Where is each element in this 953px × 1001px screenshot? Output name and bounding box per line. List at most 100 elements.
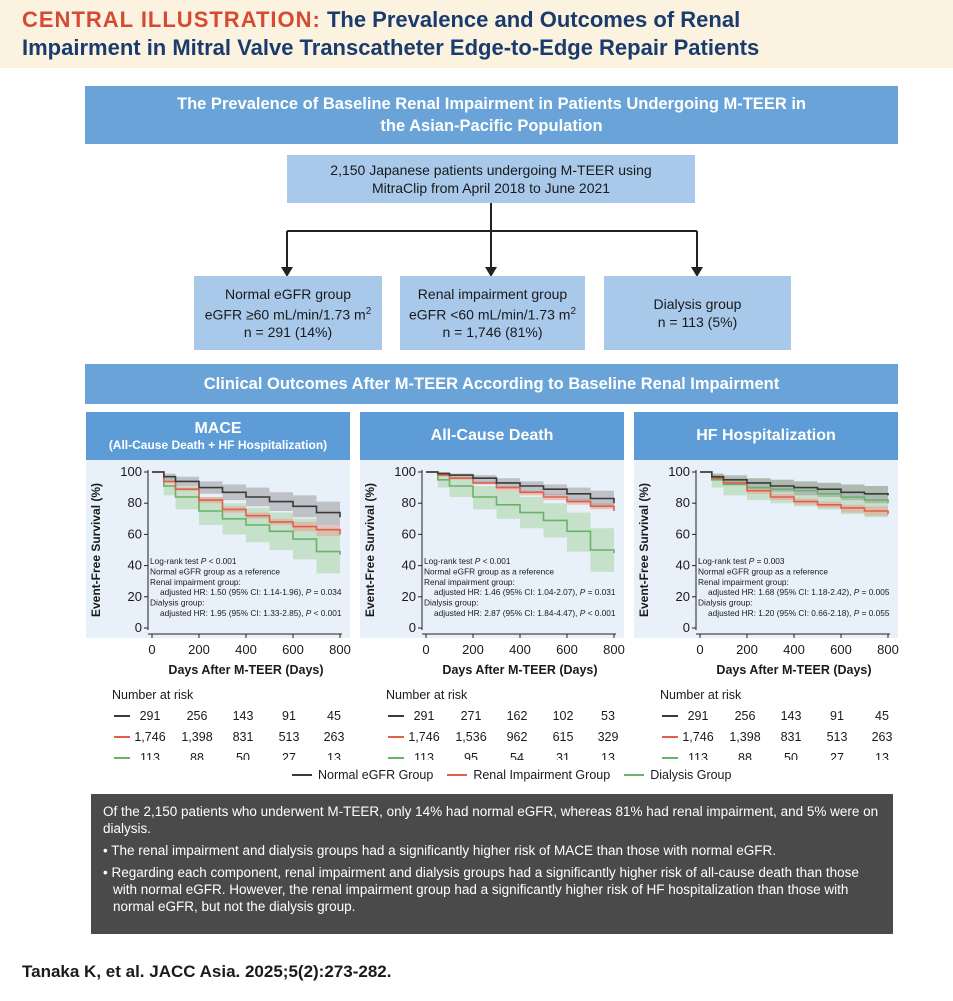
legend-item-normal: Normal eGFR Group [292,768,433,782]
cohort-box: 2,150 Japanese patients undergoing M-TEE… [287,155,695,203]
annotation-italic: P [580,608,586,618]
legend-item-renal: Renal Impairment Group [447,768,610,782]
legend-label: Dialysis Group [650,768,732,782]
y-tick-label: 20 [128,589,142,604]
annotation-rest: = 0.003 [754,556,785,566]
stats-annotation: Renal impairment group: [698,577,789,587]
risk-table-title: Number at risk [386,688,468,702]
panel-title: All-Cause Death [430,427,554,444]
risk-cell: 45 [875,709,889,723]
risk-cell: 13 [327,751,341,760]
risk-cell: 91 [830,709,844,723]
x-axis-label: Days After M-TEER (Days) [168,663,323,677]
stats-annotation: Dialysis group: [698,598,752,608]
x-tick-label: 200 [188,642,210,657]
annotation-rest: = 0.005 [859,587,890,597]
stats-annotation: Dialysis group: [424,598,478,608]
y-tick-label: 100 [120,464,142,479]
header-line-1: CENTRAL ILLUSTRATION: The Prevalence and… [22,6,931,34]
stats-annotation: adjusted HR: 1.50 (95% CI: 1.14-1.96), P… [160,587,342,597]
risk-cell: 615 [553,730,574,744]
group-criterion: eGFR <60 mL/min/1.73 m2 [408,305,576,323]
x-tick-label: 400 [509,642,531,657]
summary-bullet-2: • Regarding each component, renal impair… [103,865,859,914]
y-tick-label: 100 [668,464,690,479]
outcomes-heading-text: Clinical Outcomes After M-TEER According… [203,374,780,393]
group-criterion: eGFR ≥60 mL/min/1.73 m2 [204,305,372,323]
legend-swatch-dialysis [624,774,645,776]
annotation-rest: < 0.001 [585,608,616,618]
risk-cell: 113 [140,751,160,760]
legend-item-dialysis: Dialysis Group [624,768,731,782]
x-tick-label: 0 [422,642,429,657]
risk-cell: 256 [187,709,208,723]
legend-label: Renal Impairment Group [473,768,611,782]
x-tick-label: 0 [148,642,155,657]
risk-cell: 513 [827,730,848,744]
annotation-rest: < 0.001 [480,556,511,566]
annotation-rest: < 0.001 [311,608,342,618]
annotation-italic: P [306,608,312,618]
x-tick-label: 800 [603,642,625,657]
group-box-normal: Normal eGFR group eGFR ≥60 mL/min/1.73 m… [194,276,382,350]
risk-cell: 50 [784,751,798,760]
risk-cell: 962 [507,730,528,744]
risk-table-title: Number at risk [660,688,742,702]
x-axis-label: Days After M-TEER (Days) [716,663,871,677]
panel-subtitle: (All-Cause Death + HF Hospitalization) [108,438,328,452]
risk-cell: 88 [190,751,204,760]
stats-annotation: adjusted HR: 1.68 (95% CI: 1.18-2.42), P… [708,587,890,597]
risk-cell: 31 [556,751,570,760]
y-tick-label: 60 [402,526,416,541]
annotation-italic: P [854,608,860,618]
cohort-line1: 2,150 Japanese patients undergoing M-TEE… [330,162,652,178]
annotation-italic: P [749,556,755,566]
y-axis-label: Event-Free Survival (%) [363,483,377,617]
stats-annotation: Log-rank test P < 0.001 [424,556,511,566]
group-name: Normal eGFR group [224,285,352,302]
risk-cell: 50 [236,751,250,760]
y-tick-label: 40 [128,558,142,573]
risk-cell: 831 [781,730,802,744]
y-tick-label: 20 [402,589,416,604]
risk-cell: 513 [279,730,300,744]
y-tick-label: 100 [394,464,416,479]
x-tick-label: 600 [556,642,578,657]
prevalence-heading-line2: the Asian-Pacific Population [380,117,603,135]
stats-annotation: adjusted HR: 2.87 (95% CI: 1.84-4.47), P… [434,608,616,618]
y-tick-label: 0 [409,620,416,635]
risk-cell: 45 [327,709,341,723]
risk-cell: 102 [553,709,574,723]
annotation-text: adjusted HR: 2.87 (95% CI: 1.84-4.47), [434,608,580,618]
risk-cell: 95 [464,751,478,760]
annotation-text: Log-rank test [698,556,749,566]
panel-head-mace: MACE (All-Cause Death + HF Hospitalizati… [86,412,350,460]
panel-head-death: All-Cause Death [360,412,624,460]
annotation-italic: P [201,556,207,566]
chart-legend: Normal eGFR Group Renal Impairment Group… [292,768,745,782]
x-tick-label: 0 [696,642,703,657]
panel-title: HF Hospitalization [696,427,836,444]
risk-cell: 53 [601,709,615,723]
risk-cell: 1,746 [134,730,165,744]
legend-label: Normal eGFR Group [318,768,434,782]
stats-annotation: adjusted HR: 1.95 (95% CI: 1.33-2.85), P… [160,608,342,618]
annotation-text: Dialysis group: [424,598,478,608]
km-chart-hf: Event-Free Survival (%) 0 20 40 60 80 100 0 200 4… [634,460,899,760]
prevalence-heading: The Prevalence of Baseline Renal Impairm… [85,86,898,144]
x-tick-label: 200 [736,642,758,657]
risk-cell: 291 [414,709,435,723]
annotation-rest: = 0.031 [585,587,616,597]
annotation-text: adjusted HR: 1.20 (95% CI: 0.66-2.18), [708,608,854,618]
annotation-text: adjusted HR: 1.50 (95% CI: 1.14-1.96), [160,587,306,597]
annotation-text: Dialysis group: [698,598,752,608]
header-title-line2: Impairment in Mitral Valve Transcatheter… [22,35,760,60]
risk-cell: 91 [282,709,296,723]
annotation-text: adjusted HR: 1.46 (95% CI: 1.04-2.07), [434,587,580,597]
group-box-dialysis: Dialysis group n = 113 (5%) [604,276,791,350]
illustration-header: CENTRAL ILLUSTRATION: The Prevalence and… [0,0,953,68]
risk-cell: 291 [688,709,709,723]
y-axis-label: Event-Free Survival (%) [89,483,103,617]
risk-cell: 263 [872,730,893,744]
flow-arrows [281,203,703,277]
